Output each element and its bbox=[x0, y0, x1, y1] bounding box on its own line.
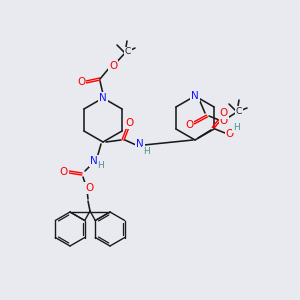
Text: H: H bbox=[142, 146, 149, 155]
Text: O: O bbox=[125, 118, 133, 128]
Text: O: O bbox=[226, 129, 234, 139]
Text: N: N bbox=[191, 91, 199, 101]
Text: N: N bbox=[90, 156, 98, 166]
Text: C: C bbox=[125, 47, 131, 56]
Text: N: N bbox=[99, 93, 107, 103]
Text: O: O bbox=[185, 120, 193, 130]
Text: C: C bbox=[236, 106, 242, 116]
Text: H: H bbox=[98, 161, 104, 170]
Text: O: O bbox=[220, 116, 228, 126]
Text: O: O bbox=[77, 77, 85, 87]
Text: O: O bbox=[109, 61, 117, 71]
Text: N: N bbox=[136, 139, 144, 149]
Text: O: O bbox=[219, 108, 227, 118]
Text: O: O bbox=[60, 167, 68, 177]
Text: O: O bbox=[85, 183, 93, 193]
Text: H: H bbox=[232, 124, 239, 133]
